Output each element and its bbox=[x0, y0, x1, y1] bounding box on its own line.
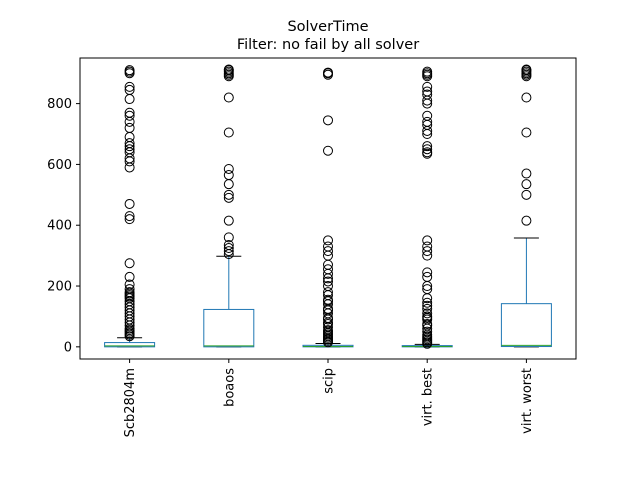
outlier-point bbox=[223, 243, 234, 254]
outlier-point bbox=[422, 267, 433, 278]
outlier-point bbox=[124, 65, 135, 76]
outlier-point bbox=[521, 92, 532, 103]
x-tick-label: boaos bbox=[222, 368, 237, 407]
outlier-point bbox=[422, 86, 433, 97]
x-tick-label: virt. best bbox=[421, 368, 436, 426]
outlier-point bbox=[223, 246, 234, 257]
y-axis: 0 200 400 600 800 bbox=[47, 97, 80, 355]
outlier-point bbox=[323, 287, 333, 298]
outlier-point bbox=[422, 144, 433, 155]
outlier-point bbox=[422, 89, 433, 100]
box-group bbox=[104, 65, 156, 348]
outlier-point bbox=[124, 144, 135, 155]
outlier-point bbox=[323, 325, 333, 336]
outlier-point bbox=[422, 326, 433, 337]
x-tick-label: Scb2804m bbox=[123, 368, 138, 437]
outlier-point bbox=[124, 271, 135, 282]
y-tick-label: 600 bbox=[47, 158, 72, 173]
outlier-point bbox=[124, 198, 135, 209]
outlier-point bbox=[223, 127, 234, 138]
box bbox=[500, 303, 552, 348]
outlier-point bbox=[124, 138, 135, 149]
outlier-point bbox=[124, 287, 135, 298]
outlier-point bbox=[124, 214, 135, 225]
outlier-point bbox=[323, 294, 333, 305]
outlier-point bbox=[422, 235, 433, 246]
y-tick-label: 200 bbox=[47, 280, 72, 295]
outlier-point bbox=[422, 241, 433, 252]
outlier-point bbox=[124, 122, 135, 133]
box-group bbox=[302, 67, 354, 348]
outlier-point bbox=[422, 300, 433, 311]
outlier-point bbox=[422, 81, 433, 92]
box-group bbox=[500, 64, 552, 348]
chart-subtitle: Filter: no fail by all solver bbox=[237, 37, 419, 53]
outlier-point bbox=[223, 215, 234, 226]
outlier-point bbox=[323, 276, 333, 287]
outlier-point bbox=[223, 239, 234, 250]
outlier-point bbox=[422, 297, 433, 308]
outlier-point bbox=[422, 271, 433, 282]
outlier-point bbox=[422, 116, 433, 127]
outlier-point bbox=[521, 189, 532, 200]
outlier-point bbox=[323, 145, 333, 156]
outlier-point bbox=[223, 163, 234, 174]
outlier-point bbox=[422, 141, 433, 152]
outlier-point bbox=[422, 311, 433, 322]
outlier-point bbox=[422, 303, 433, 314]
outlier-point bbox=[323, 235, 333, 246]
outlier-point bbox=[223, 170, 234, 181]
x-tick-label: virt. worst bbox=[520, 368, 535, 434]
outlier-point bbox=[323, 264, 333, 275]
plot-area bbox=[104, 64, 552, 349]
y-tick-label: 0 bbox=[64, 340, 72, 355]
outlier-point bbox=[223, 192, 234, 203]
outlier-point bbox=[124, 81, 135, 92]
outlier-point bbox=[124, 132, 135, 143]
outlier-point bbox=[223, 179, 234, 190]
outlier-point bbox=[124, 84, 135, 95]
outlier-point bbox=[323, 241, 333, 252]
outlier-point bbox=[422, 66, 433, 77]
outlier-point bbox=[422, 147, 433, 158]
outlier-point bbox=[521, 64, 532, 75]
outlier-point bbox=[124, 284, 135, 295]
outlier-point bbox=[124, 107, 135, 118]
outlier-point bbox=[223, 189, 234, 200]
outlier-point bbox=[422, 319, 433, 330]
y-tick-label: 800 bbox=[47, 97, 72, 112]
outlier-point bbox=[124, 258, 135, 269]
outlier-point bbox=[124, 110, 135, 121]
outlier-point bbox=[223, 232, 234, 243]
x-axis: Scb2804m boaos scip virt. best virt. worst bbox=[123, 359, 535, 437]
outlier-point bbox=[422, 110, 433, 121]
y-tick-label: 400 bbox=[47, 219, 72, 234]
outlier-point bbox=[521, 168, 532, 179]
outlier-point bbox=[521, 179, 532, 190]
outlier-point bbox=[521, 127, 532, 138]
outlier-point bbox=[521, 215, 532, 226]
x-tick-label: scip bbox=[322, 368, 337, 394]
box bbox=[203, 308, 255, 348]
box bbox=[104, 342, 156, 348]
outlier-point bbox=[124, 211, 135, 222]
box-group bbox=[401, 66, 453, 349]
box-group bbox=[203, 64, 255, 348]
outlier-point bbox=[323, 281, 333, 292]
outlier-point bbox=[323, 67, 333, 78]
outlier-point bbox=[223, 92, 234, 103]
outlier-point bbox=[323, 246, 333, 257]
outlier-point bbox=[124, 94, 135, 105]
outlier-point bbox=[422, 308, 433, 319]
outlier-point bbox=[422, 284, 433, 295]
outlier-point bbox=[323, 115, 333, 126]
outlier-point bbox=[223, 64, 234, 75]
outlier-point bbox=[422, 246, 433, 257]
outlier-point bbox=[124, 279, 135, 290]
chart-title: SolverTime bbox=[287, 19, 368, 35]
